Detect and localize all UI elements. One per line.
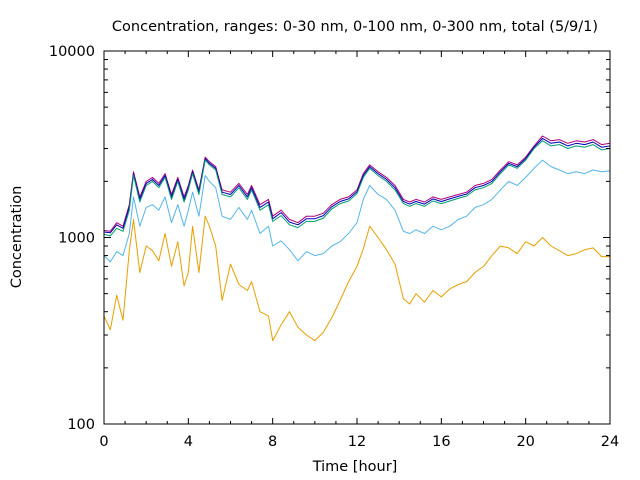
x-tick-label: 12 xyxy=(348,434,366,450)
ticks-layer: 0 4 8 12 16 20 24 100 1000 10000 xyxy=(49,44,619,450)
x-tick-label: 8 xyxy=(268,434,277,450)
series-line-5 xyxy=(103,215,610,342)
plot-frame xyxy=(103,50,611,425)
chart-title: Concentration, ranges: 0-30 nm, 0-100 nm… xyxy=(112,19,598,35)
x-tick-label: 4 xyxy=(184,434,193,450)
y-axis-label: Concentration xyxy=(9,186,25,289)
y-tick-label: 10000 xyxy=(49,44,95,60)
series-layer xyxy=(103,135,611,342)
x-tick-label: 20 xyxy=(516,434,534,450)
series-line-3 xyxy=(103,140,611,237)
x-tick-label: 24 xyxy=(601,434,619,450)
y-tick-label: 1000 xyxy=(58,231,95,247)
x-tick-label: 16 xyxy=(432,434,450,450)
x-tick-label: 0 xyxy=(99,434,108,450)
y-tick-label: 100 xyxy=(67,417,95,433)
x-axis-label: Time [hour] xyxy=(312,459,398,475)
series-line-2 xyxy=(103,137,611,234)
series-line-4 xyxy=(103,159,611,263)
series-line-1 xyxy=(103,135,611,232)
